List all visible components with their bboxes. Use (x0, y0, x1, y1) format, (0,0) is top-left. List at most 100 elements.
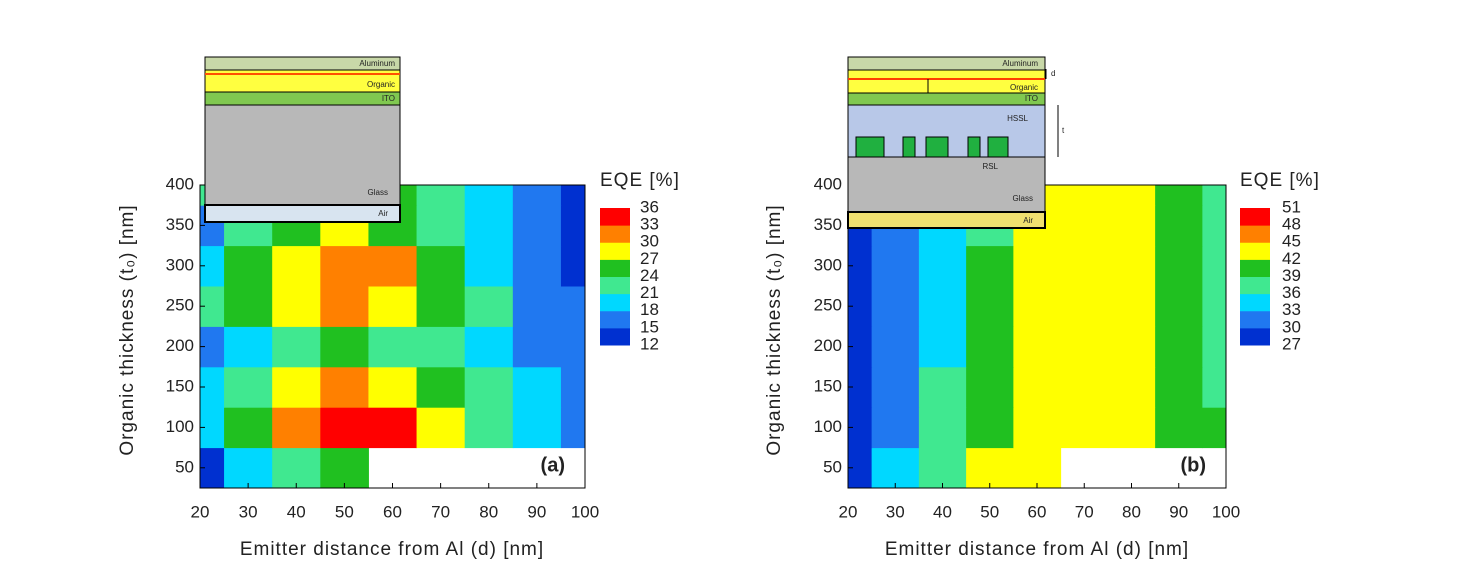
contour-cell (1107, 366, 1156, 408)
contour-cell (512, 326, 562, 368)
colorbar-swatch (1240, 327, 1270, 346)
contour-cell (320, 366, 369, 408)
x-tick-label: 80 (1122, 502, 1141, 521)
contour-cell (224, 326, 273, 368)
layer-label: RSL (982, 162, 998, 171)
inset-b: Aluminum Organic ITO HSSL RSL Glass Air … (847, 56, 1065, 229)
y-tick-label: 200 (814, 336, 842, 355)
x-tick-label: 60 (1028, 502, 1047, 521)
contour-cell (1202, 286, 1226, 327)
layer-label: ITO (382, 94, 395, 103)
colorbar-swatch (1240, 225, 1270, 243)
contour-cell (464, 245, 514, 287)
contour-cell (464, 286, 514, 327)
layer-label: Air (378, 209, 388, 218)
contour-cell (1107, 407, 1156, 449)
contour-cell (512, 366, 562, 408)
colorbar-tick-label: 48 (1282, 215, 1301, 234)
colorbar-tick-label: 15 (640, 317, 659, 336)
contour-cell (1155, 286, 1203, 327)
colorbar-tick-label: 51 (1282, 197, 1301, 216)
contour-cell (1107, 185, 1156, 206)
contour-cell (416, 366, 466, 408)
contour-cell (918, 245, 967, 287)
contour-cell (1202, 245, 1226, 287)
x-tick-label: 70 (1075, 502, 1094, 521)
x-tick-label: 30 (886, 502, 905, 521)
contour-cell (320, 326, 369, 368)
y-tick-label: 250 (166, 296, 194, 315)
contour-cell (224, 407, 273, 449)
layer-label: d (1051, 69, 1055, 78)
x-axis-title: Emitter distance from Al (d) [nm] (240, 539, 544, 560)
contour-cell (966, 447, 1014, 488)
contour-cell (918, 326, 967, 368)
y-tick-label: 50 (823, 457, 842, 476)
x-axis-title: Emitter distance from Al (d) [nm] (885, 539, 1189, 560)
contour-cell (1060, 185, 1109, 206)
contour-cell (512, 185, 562, 206)
colorbar-tick-label: 27 (1282, 334, 1301, 353)
contour-cell (1013, 447, 1062, 488)
contour-cell (1013, 407, 1062, 449)
contour-cell (464, 326, 514, 368)
contour-cell (871, 286, 920, 327)
colorbar-tick-label: 18 (640, 300, 659, 319)
contour-cell (272, 407, 321, 449)
colorbar-swatch (600, 225, 630, 243)
contour-cell (1107, 205, 1156, 247)
colorbar-title: EQE [%] (1240, 170, 1320, 191)
layer (847, 211, 1046, 229)
contour-cell (368, 366, 418, 408)
contour-cell (512, 245, 562, 287)
colorbar-swatch (1240, 276, 1270, 295)
y-tick-label: 400 (166, 174, 194, 193)
colorbar-tick-label: 33 (640, 215, 659, 234)
contour-cell (918, 407, 967, 449)
layer (204, 204, 401, 223)
layer-label: Aluminum (359, 59, 395, 68)
contour-cell (871, 447, 920, 488)
y-tick-label: 50 (175, 457, 194, 476)
grating (855, 136, 885, 158)
grating (902, 136, 916, 158)
contour-cell (1060, 366, 1109, 408)
contour-cell (320, 245, 369, 287)
layer-label: HSSL (1007, 114, 1028, 123)
colorbar-swatch (600, 242, 630, 260)
contour-cell (871, 326, 920, 368)
colorbar-swatch (1240, 259, 1270, 277)
contour-cell (1155, 185, 1203, 206)
y-tick-label: 100 (166, 417, 194, 436)
contour-cell (368, 245, 418, 287)
colorbar-title: EQE [%] (600, 170, 680, 191)
colorbar-tick-label: 27 (640, 249, 659, 268)
contour-cell (416, 286, 466, 327)
layer-label: Organic (1010, 83, 1038, 92)
contour-cell (368, 407, 418, 449)
contour-cell (1107, 245, 1156, 287)
x-tick-label: 40 (933, 502, 952, 521)
contour-cell (871, 407, 920, 449)
contour-cell (1060, 407, 1109, 449)
colorbar-swatch (600, 327, 630, 346)
grating (925, 136, 949, 158)
contour-cell (224, 245, 273, 287)
contour-cell (272, 245, 321, 287)
contour-cell (1202, 326, 1226, 368)
x-tick-label: 50 (980, 502, 999, 521)
contour-cell (1107, 326, 1156, 368)
contour-cell (368, 286, 418, 327)
colorbar-swatch (600, 276, 630, 295)
contour-cell (1202, 205, 1226, 247)
colorbar-swatch (1240, 242, 1270, 260)
grating (967, 136, 981, 158)
x-tick-label: 20 (839, 502, 858, 521)
grating (987, 136, 1009, 158)
contour-cell (320, 286, 369, 327)
y-tick-label: 100 (814, 417, 842, 436)
panel-label: (a) (541, 454, 565, 476)
contour-cell (368, 326, 418, 368)
contour-cell (1013, 286, 1062, 327)
